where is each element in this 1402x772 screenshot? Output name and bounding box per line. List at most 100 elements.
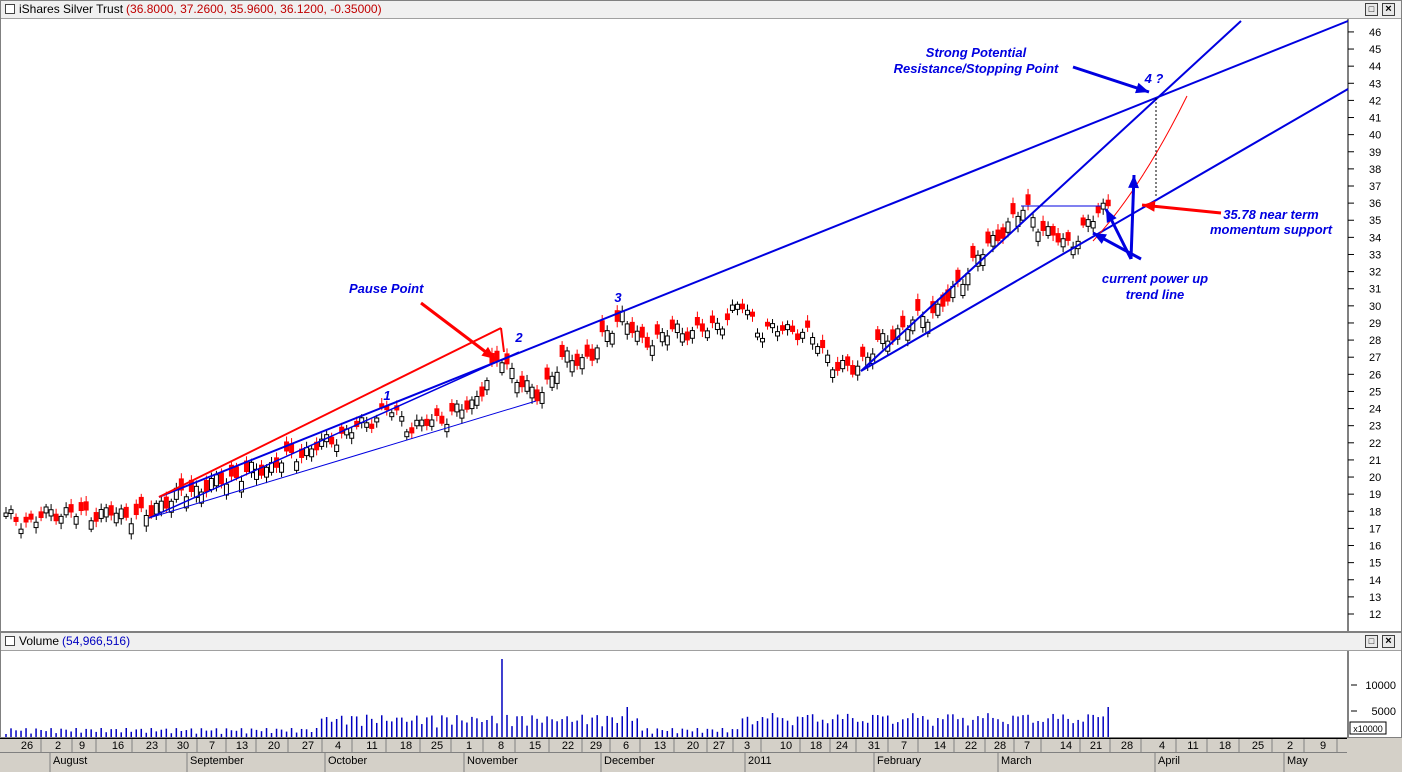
date-tick-label: 29 — [590, 740, 602, 752]
window-icon[interactable] — [5, 636, 15, 646]
early-support-line — [148, 400, 537, 519]
candle-body — [860, 346, 866, 357]
candle-body — [1000, 227, 1006, 239]
candle-body — [33, 521, 39, 529]
price-tick-label: 26 — [1369, 369, 1381, 381]
candle-body — [920, 316, 926, 328]
candle-body — [840, 359, 846, 370]
candle-body — [414, 419, 420, 427]
candle-body — [775, 331, 781, 337]
candle-body — [584, 344, 590, 357]
candle-body — [800, 331, 806, 339]
volume-chart[interactable]: 10000 5000 x10000 — [1, 651, 1401, 737]
price-tick-label: 24 — [1369, 404, 1381, 416]
price-tick-label: 39 — [1369, 147, 1381, 159]
candle-body — [579, 357, 585, 370]
candle-body — [143, 515, 149, 527]
candle-body — [694, 317, 700, 326]
price-tick-label: 44 — [1369, 61, 1381, 73]
candle-body — [810, 337, 816, 345]
candle-body — [609, 332, 615, 345]
price-tick-label: 28 — [1369, 335, 1381, 347]
window-icon[interactable] — [5, 4, 15, 14]
power-up-arrow-3 — [1129, 174, 1136, 260]
candle-body — [514, 381, 520, 394]
volume-unit-box — [1349, 721, 1387, 735]
price-tick-label: 45 — [1369, 44, 1381, 56]
candle-body — [624, 323, 630, 335]
candle-body — [8, 509, 14, 514]
candle-body — [965, 273, 971, 286]
candle-body — [53, 513, 59, 522]
price-tick-label: 43 — [1369, 78, 1381, 90]
date-tick-label: 27 — [302, 740, 314, 752]
pause-red-drop — [500, 327, 505, 353]
candle-body — [494, 350, 500, 362]
candle-body — [770, 323, 776, 329]
date-tick-label: 13 — [236, 740, 248, 752]
candle-body — [58, 515, 64, 524]
month-label: December — [604, 755, 655, 767]
candle-body — [43, 506, 49, 514]
price-tick-label: 15 — [1369, 558, 1381, 570]
date-tick-label: 7 — [901, 740, 907, 752]
candle-body — [439, 415, 445, 424]
candle-body — [424, 418, 430, 426]
date-tick-label: 28 — [994, 740, 1006, 752]
close-button[interactable]: × — [1382, 3, 1395, 16]
price-tick-label: 30 — [1369, 301, 1381, 313]
date-tick-label: 28 — [1121, 740, 1133, 752]
candle-body — [905, 329, 911, 341]
price-tick-label: 41 — [1369, 113, 1381, 125]
candle-body — [294, 461, 300, 471]
date-tick-label: 6 — [623, 740, 629, 752]
candle-body — [845, 356, 851, 366]
date-tick-label: 11 — [1187, 740, 1198, 752]
candle-body — [464, 400, 470, 410]
candle-body — [499, 362, 505, 374]
volume-tick-10000: 10000 — [1365, 680, 1396, 692]
candle-body — [38, 511, 44, 519]
candle-body — [158, 500, 164, 513]
candle-body — [830, 369, 836, 378]
price-tick-label: 29 — [1369, 318, 1381, 330]
maximize-button[interactable]: □ — [1365, 635, 1378, 648]
candle-body — [599, 320, 605, 333]
maximize-button[interactable]: □ — [1365, 3, 1378, 16]
date-tick-label: 7 — [1024, 740, 1030, 752]
candle-body — [744, 309, 750, 316]
candle-body — [679, 333, 685, 343]
candle-body — [83, 501, 89, 511]
wave-label-4: 4 ? — [1144, 71, 1164, 86]
candle-body — [88, 520, 94, 530]
candle-body — [649, 345, 655, 356]
candle-body — [1060, 238, 1066, 248]
candle-body — [990, 234, 996, 247]
candle-body — [1100, 202, 1106, 210]
date-tick-label: 20 — [687, 740, 699, 752]
date-tick-label: 7 — [209, 740, 215, 752]
date-tick-label: 14 — [1060, 740, 1072, 752]
month-label: August — [53, 755, 87, 767]
candle-body — [479, 386, 485, 397]
candle-body — [785, 324, 791, 331]
candle-body — [734, 303, 740, 310]
candle-body — [960, 283, 966, 297]
candle-body — [123, 506, 129, 518]
price-tick-label: 22 — [1369, 438, 1381, 450]
close-button[interactable]: × — [1382, 635, 1395, 648]
candle-body — [644, 336, 650, 348]
candle-body — [935, 303, 941, 316]
price-tick-label: 18 — [1369, 506, 1381, 518]
candle-body — [118, 508, 124, 520]
date-tick-label: 2 — [55, 740, 61, 752]
candle-body — [729, 304, 735, 311]
price-chart[interactable]: 1213141516171819202122232425262728293031… — [1, 19, 1401, 631]
date-tick-label: 24 — [836, 740, 848, 752]
date-tick-label: 4 — [1159, 740, 1165, 752]
date-tick-label: 9 — [1320, 740, 1326, 752]
price-tick-label: 46 — [1369, 27, 1381, 39]
candle-body — [3, 512, 9, 517]
pause-point-arrow — [420, 301, 496, 361]
candle-body — [259, 464, 265, 476]
